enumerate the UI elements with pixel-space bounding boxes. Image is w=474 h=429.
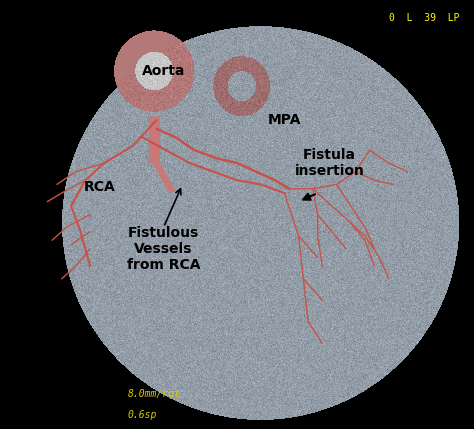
Text: 8.0mm/rot: 8.0mm/rot (128, 389, 181, 399)
Text: RCA: RCA (84, 180, 115, 193)
Text: 0  L  39  LP: 0 L 39 LP (389, 13, 460, 23)
Text: MPA: MPA (268, 113, 301, 127)
Text: Aorta: Aorta (142, 64, 185, 78)
Text: Fistula
insertion: Fistula insertion (294, 148, 365, 178)
Text: Fistulous
Vessels
from RCA: Fistulous Vessels from RCA (127, 226, 201, 272)
Text: 0.6sp: 0.6sp (128, 411, 157, 420)
